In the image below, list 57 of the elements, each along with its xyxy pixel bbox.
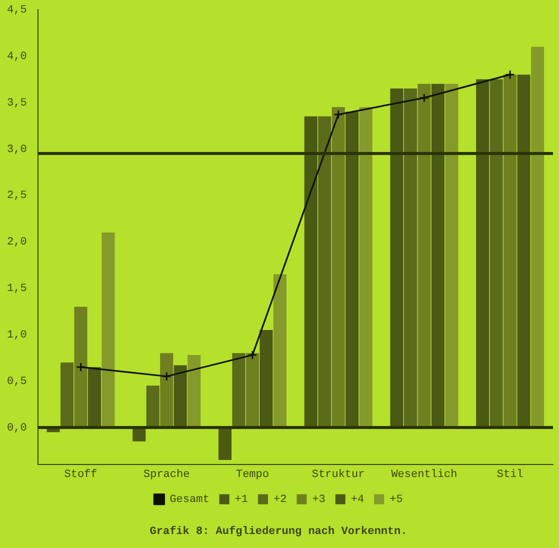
point <box>419 93 429 103</box>
bar <box>346 112 359 428</box>
y-tick-label: 3,5 <box>6 97 27 110</box>
legend-label: +5 <box>390 494 403 506</box>
y-tick-label: 1,0 <box>6 330 27 342</box>
bar <box>273 274 286 428</box>
bar <box>431 84 444 428</box>
bar <box>74 306 88 428</box>
bar <box>517 74 530 428</box>
bar <box>304 116 318 428</box>
legend-label: +2 <box>274 494 287 506</box>
legend-label: Gesamt <box>170 494 210 506</box>
bar <box>531 46 544 428</box>
bar <box>476 79 490 428</box>
x-tick-label: Stoff <box>64 469 98 482</box>
legend-label: +3 <box>312 494 326 506</box>
bar <box>88 367 101 428</box>
legend-label: +4 <box>350 494 365 506</box>
bar <box>445 84 458 428</box>
bar <box>174 365 187 428</box>
y-tick-label: 4,5 <box>6 4 27 17</box>
bar <box>146 386 160 428</box>
y-tick-label: 1,5 <box>6 283 27 296</box>
bar <box>504 74 517 428</box>
point <box>505 70 515 80</box>
point <box>76 362 86 372</box>
bar <box>359 107 372 428</box>
bar <box>60 362 74 428</box>
x-tick-label: Sprache <box>143 469 190 482</box>
y-tick-label: 4,0 <box>6 50 27 63</box>
bar <box>332 107 345 428</box>
y-tick-label: 0,5 <box>6 376 27 388</box>
bar <box>188 355 201 428</box>
x-tick-label: Struktur <box>312 469 365 482</box>
x-tick-label: Stil <box>496 469 524 482</box>
bar <box>390 88 404 428</box>
bar <box>232 353 246 428</box>
bar <box>490 79 503 428</box>
x-tick-label: Tempo <box>236 469 269 482</box>
bar <box>418 84 431 428</box>
bar <box>102 232 115 428</box>
bar <box>246 353 259 428</box>
y-tick-label: 0,0 <box>6 422 27 434</box>
y-tick-label: 2,5 <box>6 190 27 202</box>
point <box>162 372 172 382</box>
bar <box>318 116 332 428</box>
bar <box>218 427 232 460</box>
y-tick-label: 3,0 <box>6 144 27 156</box>
point <box>334 110 344 120</box>
point <box>248 350 258 360</box>
y-tick-label: 2,0 <box>6 236 27 249</box>
text: Grafik 8: Aufgliederung nach Vorkenntn. <box>150 525 408 538</box>
legend-label: +1 <box>234 494 248 506</box>
x-tick-label: Wesentlich <box>391 469 458 482</box>
bar <box>404 88 417 428</box>
bar <box>260 330 273 428</box>
bar <box>160 353 174 428</box>
